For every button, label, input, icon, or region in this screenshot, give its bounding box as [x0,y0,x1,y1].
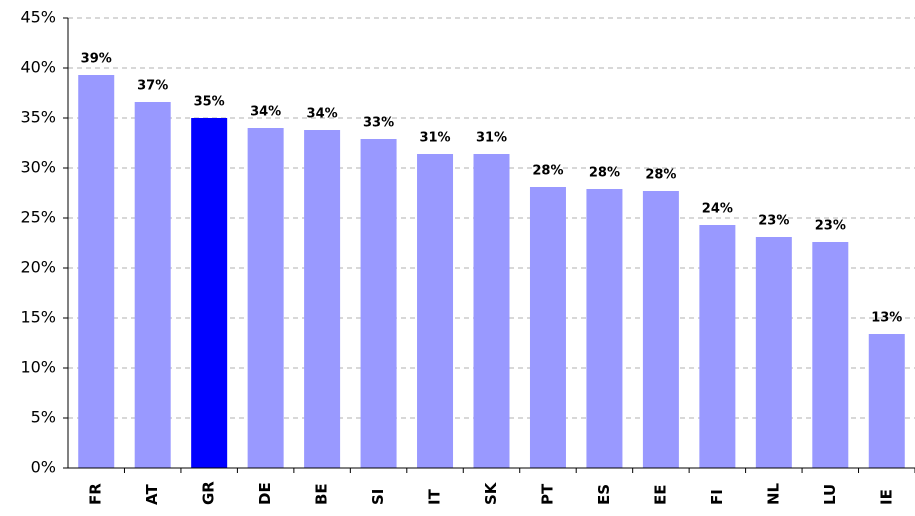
bar [134,102,171,468]
x-tick-label: GR [200,481,218,505]
value-label: 23% [758,214,789,229]
y-tick-label: 5% [31,408,56,427]
y-tick-label: 20% [20,258,56,277]
x-tick-label: FR [87,483,105,505]
value-label: 31% [476,131,507,146]
x-tick-label: SK [482,481,500,505]
bar [247,128,284,468]
x-tick-label: DE [256,482,274,505]
bar [304,130,341,468]
y-tick-label: 0% [31,458,56,477]
value-label: 24% [702,202,733,217]
value-label: 28% [589,166,620,181]
x-tick-label: NL [764,482,782,505]
bar [529,187,566,468]
y-tick-label: 35% [20,108,56,127]
x-tick-label: AT [143,484,161,505]
value-label: 34% [307,107,338,122]
value-label: 23% [815,219,846,234]
value-label: 37% [137,79,168,94]
bar [360,139,397,468]
bar [642,191,679,468]
bar [473,154,510,468]
y-tick-label: 15% [20,308,56,327]
value-label: 31% [419,131,450,146]
bar [417,154,454,468]
value-label: 28% [645,168,676,183]
value-label: 35% [194,95,225,110]
value-label: 13% [871,311,902,326]
value-label: 33% [363,116,394,131]
x-tick-label: LU [821,484,839,505]
x-tick-label: PT [538,483,556,505]
y-tick-label: 10% [20,358,56,377]
value-label: 28% [532,164,563,179]
bar [812,242,849,468]
x-tick-label: ES [595,484,613,505]
bar [191,118,228,468]
y-tick-label: 30% [20,158,56,177]
x-tick-label: EE [651,485,669,506]
x-tick-label: BE [313,483,331,505]
x-tick-label: SI [369,489,387,505]
y-tick-label: 45% [20,8,56,27]
x-tick-label: IT [426,488,444,505]
value-label: 34% [250,105,281,120]
y-tick-label: 40% [20,58,56,77]
bar [868,334,905,468]
x-tick-label: FI [708,489,726,505]
bar [755,237,792,468]
y-tick-label: 25% [20,208,56,227]
bar [586,189,623,468]
bar [78,75,115,468]
bar [699,225,736,468]
value-label: 39% [81,52,112,67]
x-tick-label: IE [877,489,895,505]
